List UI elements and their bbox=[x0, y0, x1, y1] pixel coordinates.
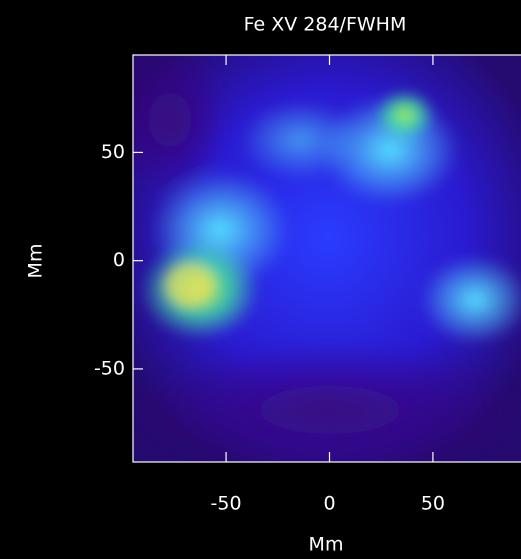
x-tick-label: 50 bbox=[421, 493, 445, 515]
chart-title: Fe XV 284/FWHM bbox=[244, 14, 407, 36]
y-tick-label: -50 bbox=[94, 357, 125, 379]
x-axis-label: Mm bbox=[309, 534, 344, 556]
y-axis-label: Mm bbox=[25, 244, 47, 279]
heatmap-image bbox=[110, 40, 521, 480]
x-tick-label: 0 bbox=[323, 493, 335, 515]
y-tick-label: 0 bbox=[113, 249, 125, 271]
y-tick-label: 50 bbox=[101, 141, 125, 163]
page: {"chart_data":{"type":"image","title":"F… bbox=[0, 0, 521, 559]
chart: Fe XV 284/FWHM Mm Mm -50 0 50 -50 0 50 bbox=[0, 0, 521, 559]
x-tick-label: -50 bbox=[211, 493, 242, 515]
